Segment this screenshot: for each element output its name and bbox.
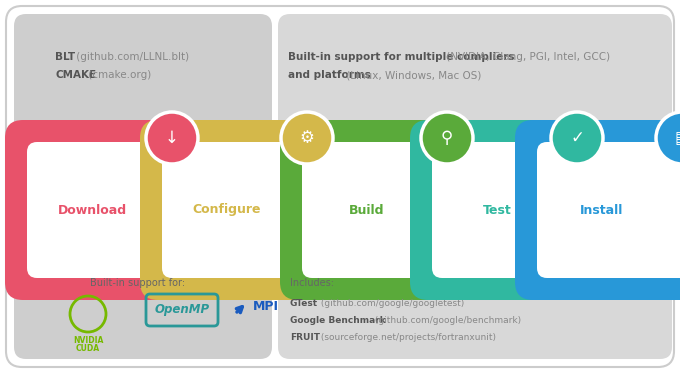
- Text: ✓: ✓: [570, 129, 584, 147]
- Bar: [273, 142, 333, 278]
- Polygon shape: [625, 172, 657, 248]
- Polygon shape: [495, 172, 527, 248]
- Bar: [413, 142, 473, 278]
- Text: Built-in support for:: Built-in support for:: [90, 278, 185, 288]
- FancyBboxPatch shape: [278, 14, 672, 359]
- FancyBboxPatch shape: [162, 142, 328, 278]
- Text: Google Benchmark: Google Benchmark: [290, 316, 386, 325]
- Text: ⚲: ⚲: [441, 129, 453, 147]
- Text: Test: Test: [483, 204, 511, 216]
- Text: Install: Install: [580, 204, 624, 216]
- Text: Built-in support for multiple compliers: Built-in support for multiple compliers: [288, 52, 515, 62]
- Circle shape: [421, 112, 473, 164]
- FancyBboxPatch shape: [140, 120, 350, 300]
- FancyBboxPatch shape: [27, 142, 193, 278]
- Text: Build: Build: [350, 204, 385, 216]
- Text: (sourceforge.net/projects/fortranxunit): (sourceforge.net/projects/fortranxunit): [318, 333, 496, 342]
- Text: ⚙: ⚙: [300, 129, 314, 147]
- Text: (github.com/LLNL.blt): (github.com/LLNL.blt): [73, 52, 189, 62]
- Circle shape: [656, 112, 680, 164]
- Polygon shape: [220, 172, 252, 248]
- FancyBboxPatch shape: [6, 6, 674, 367]
- Text: OpenMP: OpenMP: [154, 304, 209, 317]
- Text: and platforms: and platforms: [288, 70, 371, 80]
- Text: NVIDIA: NVIDIA: [73, 336, 103, 345]
- FancyBboxPatch shape: [14, 14, 272, 359]
- Text: (github.com/google/benchmark): (github.com/google/benchmark): [372, 316, 521, 325]
- Text: CUDA: CUDA: [76, 344, 100, 353]
- Polygon shape: [355, 172, 387, 248]
- Circle shape: [146, 112, 198, 164]
- Text: Configure: Configure: [192, 204, 261, 216]
- Bar: [138, 142, 198, 278]
- Text: (Linux, Windows, Mac OS): (Linux, Windows, Mac OS): [343, 70, 481, 80]
- Bar: [543, 142, 603, 278]
- Text: BLT: BLT: [55, 52, 75, 62]
- FancyBboxPatch shape: [515, 120, 680, 300]
- Circle shape: [281, 112, 333, 164]
- Text: ↓: ↓: [165, 129, 179, 147]
- Text: FRUIT: FRUIT: [290, 333, 320, 342]
- Text: Includes:: Includes:: [290, 278, 334, 288]
- Text: CMAKE: CMAKE: [55, 70, 96, 80]
- Text: (cmake.org): (cmake.org): [85, 70, 151, 80]
- Text: ▤: ▤: [674, 129, 680, 147]
- FancyBboxPatch shape: [302, 142, 468, 278]
- FancyBboxPatch shape: [410, 120, 620, 300]
- Text: MPI: MPI: [253, 300, 279, 313]
- FancyBboxPatch shape: [5, 120, 215, 300]
- FancyBboxPatch shape: [432, 142, 598, 278]
- FancyBboxPatch shape: [537, 142, 680, 278]
- Circle shape: [551, 112, 603, 164]
- Text: (github.com/google/googletest): (github.com/google/googletest): [318, 299, 464, 308]
- Text: GTest: GTest: [290, 299, 318, 308]
- Text: Download: Download: [57, 204, 126, 216]
- Text: (NVIDIA, Clang, PGI, Intel, GCC): (NVIDIA, Clang, PGI, Intel, GCC): [443, 52, 610, 62]
- Bar: [648, 142, 680, 278]
- FancyBboxPatch shape: [280, 120, 490, 300]
